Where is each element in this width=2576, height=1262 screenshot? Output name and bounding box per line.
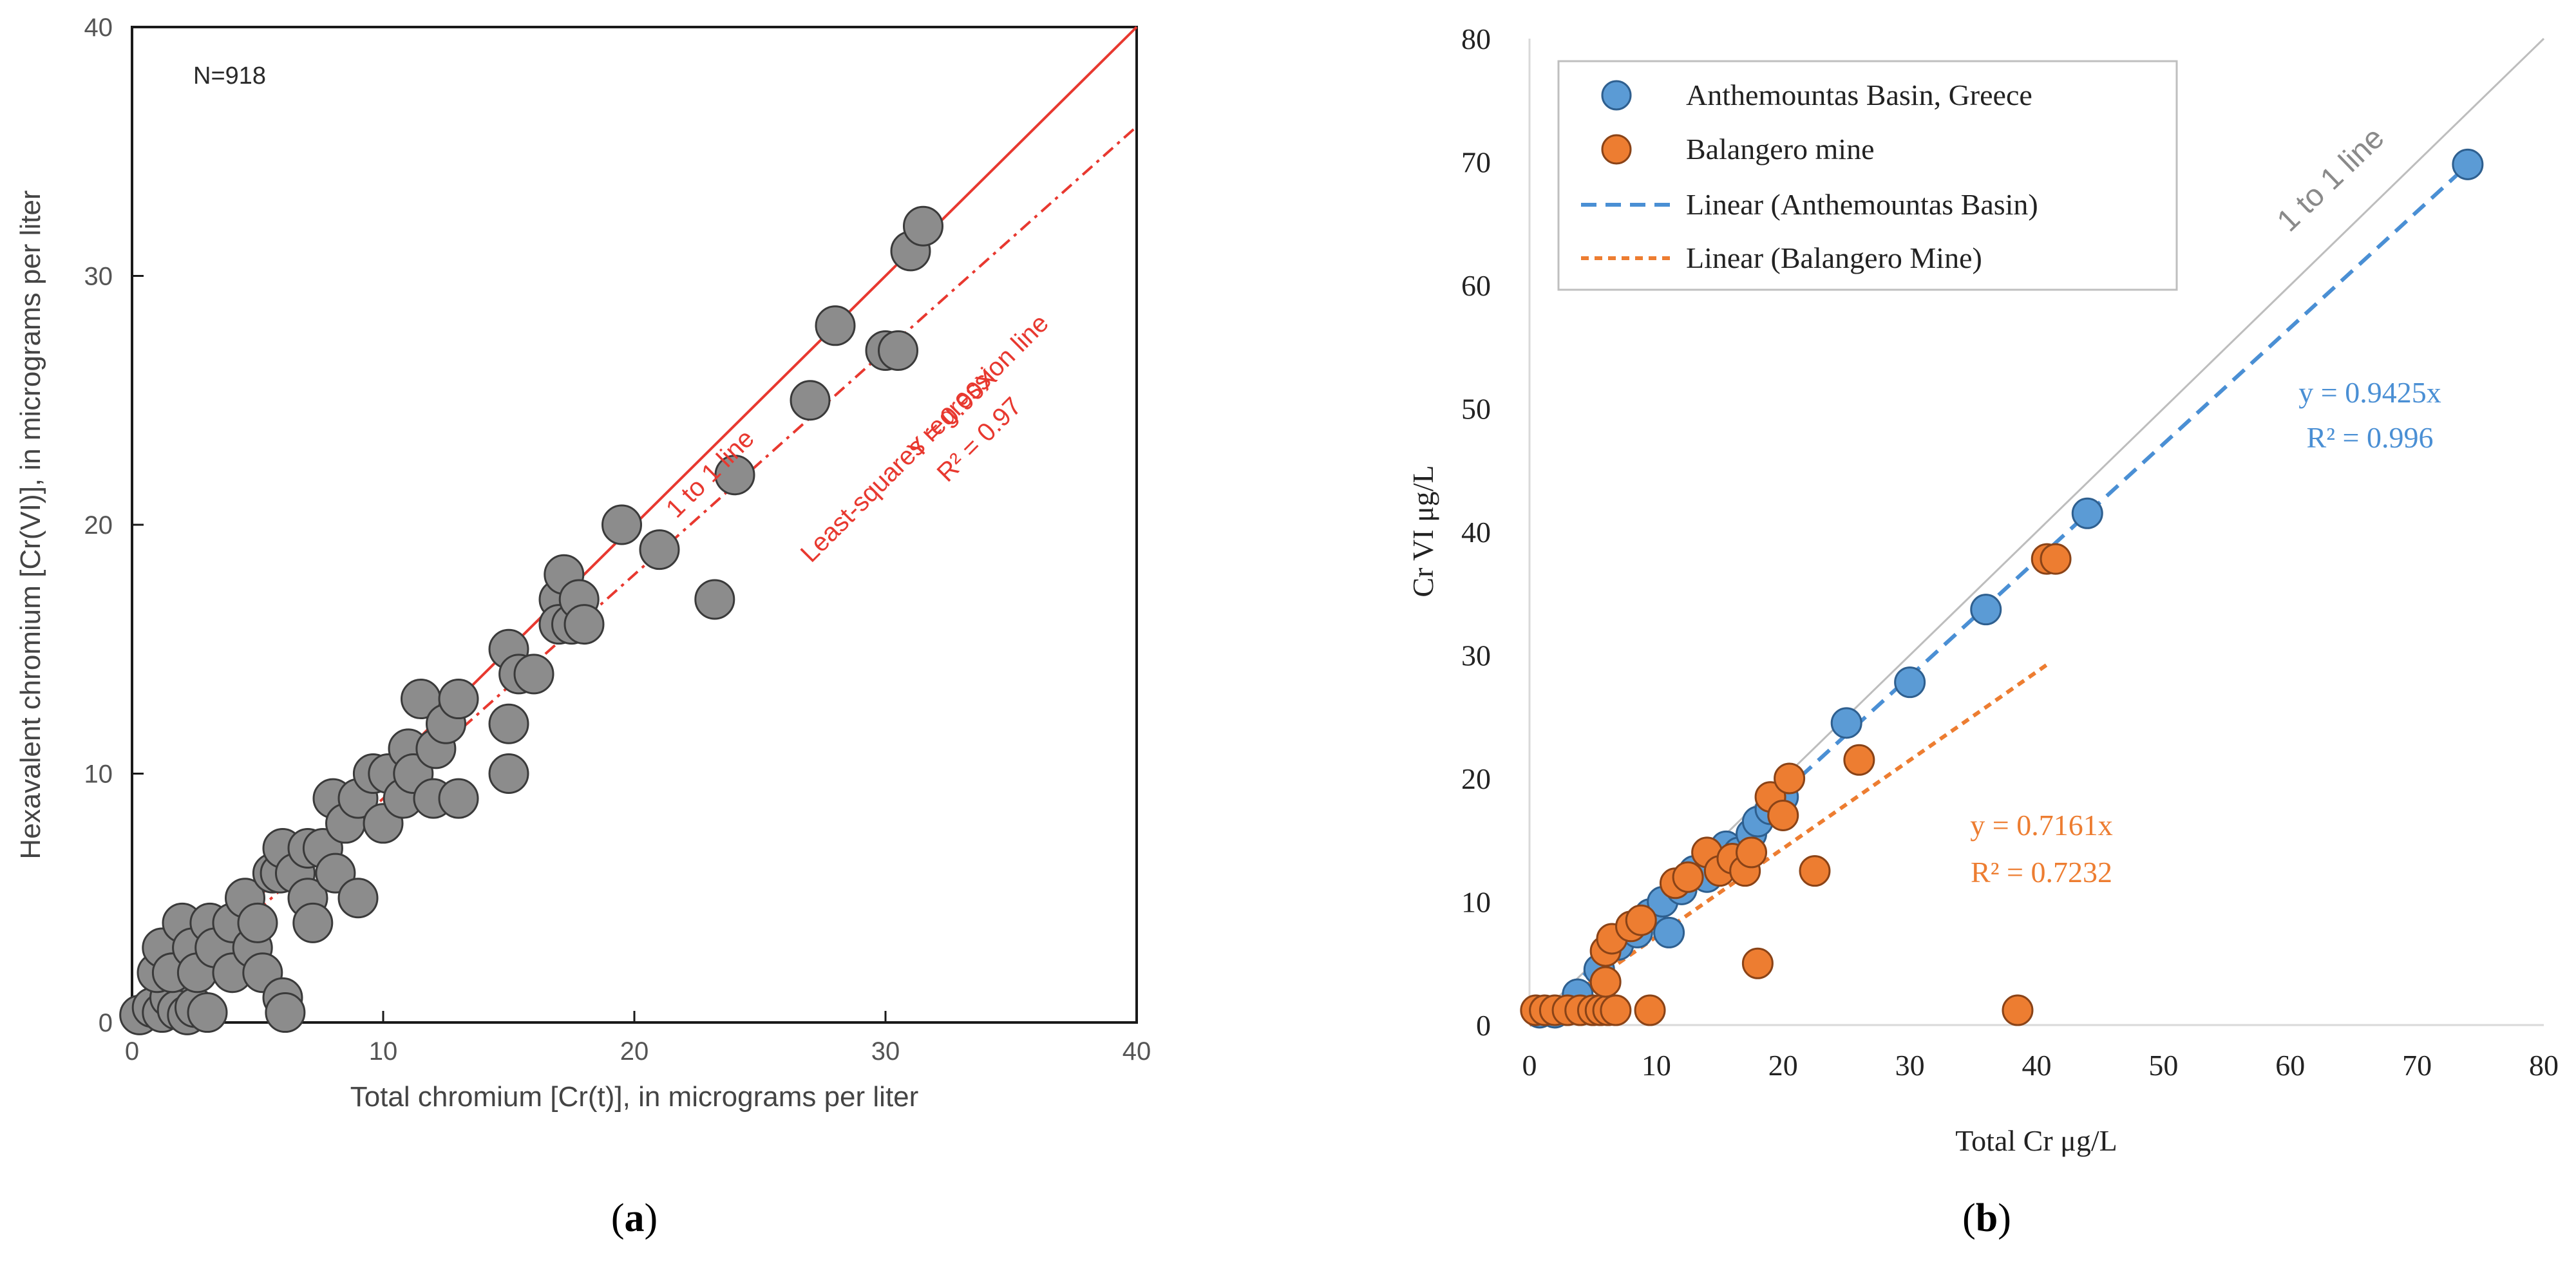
panel-a-data-point (513, 654, 554, 695)
panel-a-x-tick-label: 10 (369, 1037, 398, 1066)
panel-b-point-anthemountas (1653, 916, 1685, 948)
legend-balangero-label: Balangero mine (1686, 133, 1875, 165)
panel-a-x-tick-label: 40 (1122, 1037, 1151, 1066)
panel-a-x-tick-label: 20 (620, 1037, 649, 1066)
panel-b-point-balangero (1741, 947, 1774, 979)
panel-b-point-balangero (1774, 762, 1806, 795)
panel-b-balangero-r2: R² = 0.7232 (1971, 856, 2112, 889)
panel-a-caption: (a) (611, 1196, 658, 1240)
panel-b-trend-line-anthemountas (1528, 164, 2469, 1027)
panel-a-data-point (601, 504, 642, 545)
panel-a-data-point (639, 529, 680, 570)
panel-b-point-balangero (1625, 904, 1657, 936)
panel-b-point-balangero (1634, 994, 1666, 1026)
panel-b-tick-labels: 0 10 20 30 40 50 60 70 80 0 10 20 30 40 50 60 70 80 (1461, 23, 2559, 1082)
panel-b-y-tick-label: 60 (1461, 269, 1491, 302)
panel-b-y-tick-label: 50 (1461, 393, 1491, 426)
panel-a-y-tick-label: 0 (99, 1009, 113, 1037)
panel-a-x-tick-label: 30 (871, 1037, 900, 1066)
panel-b-x-axis-label: Total Cr μg/L (1955, 1124, 2117, 1157)
panel-b-y-tick-label: 40 (1461, 516, 1491, 549)
panel-b-legend: Anthemountas Basin, Greece Balangero min… (1557, 60, 2178, 291)
panel-b-point-balangero (1600, 994, 1632, 1026)
panel-b-y-axis-label: Cr VI μg/L (1406, 465, 1439, 597)
panel-a-data-point (187, 992, 228, 1033)
legend-anthemountas-marker (1601, 80, 1632, 111)
panel-b-y-tick-label: 80 (1461, 23, 1491, 55)
panel-b-point-anthemountas (2452, 148, 2484, 180)
panel-a-y-tick-label: 20 (84, 511, 113, 540)
panel-b-x-tick-label: 60 (2275, 1049, 2305, 1082)
panel-b-balangero-equation: y = 0.7161x (1970, 809, 2112, 842)
panel-b-point-balangero (1589, 966, 1622, 998)
panel-a-data-point (438, 679, 479, 720)
panel-b-point-anthemountas (1970, 594, 2002, 626)
panel-b-x-tick-label: 10 (1642, 1049, 1671, 1082)
panel-a-caption-letter: a (625, 1196, 645, 1240)
panel-b-point-anthemountas (2071, 497, 2103, 529)
legend-anthemountas-trend-label: Linear (Anthemountas Basin) (1686, 188, 2038, 221)
panel-b-point-balangero (1843, 744, 1875, 776)
legend-balangero-trend-label: Linear (Balangero Mine) (1686, 241, 1982, 274)
legend-balangero-marker (1601, 134, 1632, 165)
panel-a-data-point (488, 753, 529, 794)
panel-a-data-point (903, 205, 943, 247)
panel-a-data-point (337, 878, 379, 919)
legend-anthemountas-label: Anthemountas Basin, Greece (1686, 79, 2032, 111)
panel-b-anthemountas-r2: R² = 0.996 (2307, 421, 2434, 454)
panel-b-point-balangero (1799, 855, 1831, 887)
panel-b-legend-box (1557, 60, 2178, 291)
panel-b-y-tick-label: 30 (1461, 639, 1491, 672)
panel-b-y-tick-label: 0 (1476, 1009, 1491, 1042)
panel-a-y-tick-label: 40 (84, 14, 113, 42)
panel-a-x-axis-label: Total chromium [Cr(t)], in micrograms pe… (350, 1081, 919, 1113)
panel-b-point-balangero (1672, 861, 1704, 893)
panel-a-data-point (815, 305, 856, 346)
panel-b-caption-letter: b (1976, 1196, 1998, 1240)
panel-a-data-point (714, 455, 755, 496)
panel-a-data-point (564, 604, 605, 645)
panel-a-data-point (438, 778, 479, 819)
panel-b-x-tick-label: 70 (2402, 1049, 2432, 1082)
panel-a-data-point (237, 902, 278, 943)
panel-b-x-tick-label: 50 (2148, 1049, 2178, 1082)
panel-b-point-balangero (2002, 994, 2034, 1026)
panel-a-x-tick-label: 0 (125, 1037, 139, 1066)
panel-b-point-anthemountas (1894, 666, 1926, 699)
panel-a-data-point (694, 579, 735, 620)
panel-a-data-point (265, 992, 306, 1033)
panel-b-y-tick-label: 10 (1461, 886, 1491, 919)
panel-a-data-point (292, 902, 334, 943)
panel-b-data-points (1520, 148, 2484, 1029)
panel-b-point-anthemountas (1830, 707, 1862, 739)
panel-b-trend-line-balangero (1528, 661, 2050, 1027)
panel-b-caption: (b) (1962, 1196, 2011, 1240)
panel-b-x-tick-label: 0 (1522, 1049, 1537, 1082)
panel-a-y-tick-label: 30 (84, 263, 113, 291)
panel-a-sample-count: N=918 (193, 62, 266, 89)
panel-b-y-tick-label: 20 (1461, 762, 1491, 795)
panel-b-x-tick-label: 20 (1768, 1049, 1798, 1082)
panel-a-y-tick-label: 10 (84, 760, 113, 789)
panel-a-y-axis-label: Hexavalent chromium [Cr(VI)], in microgr… (15, 190, 46, 859)
panel-b-y-tick-label: 70 (1461, 146, 1491, 179)
panel-a-data-point (488, 703, 529, 744)
panel-b-x-tick-label: 40 (2022, 1049, 2052, 1082)
panel-a-data-point (790, 380, 831, 421)
panel-b-anthemountas-equation: y = 0.9425x (2298, 376, 2441, 409)
panel-b-point-balangero (1767, 799, 1799, 831)
panel-a-data-point (878, 330, 918, 371)
panel-a-data-points (119, 205, 943, 1035)
panel-b-point-balangero (1736, 836, 1768, 869)
panel-b-x-tick-label: 80 (2529, 1049, 2559, 1082)
panel-a-tick-labels: 0 10 20 30 40 0 10 20 30 40 (84, 14, 1151, 1066)
panel-b-point-balangero (2040, 543, 2072, 575)
panel-b-x-tick-label: 30 (1895, 1049, 1925, 1082)
